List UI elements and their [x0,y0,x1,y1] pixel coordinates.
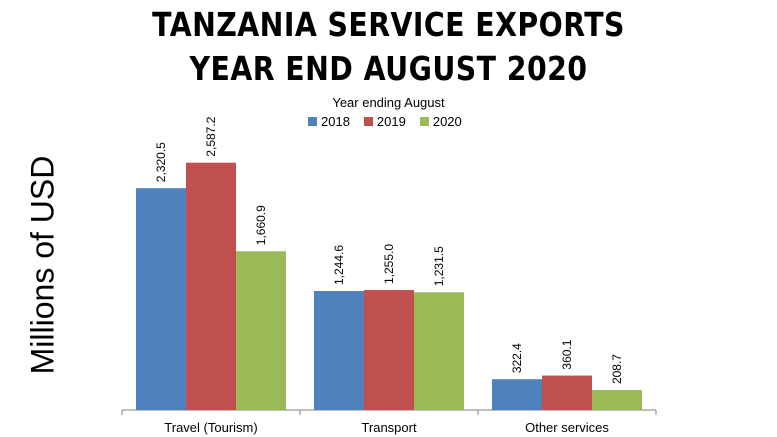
bar-transport-2019 [364,290,414,410]
data-label-other-services-2019: 360.1 [560,339,574,369]
data-label-transport-2019: 1,255.0 [382,244,396,284]
bar-transport-2018 [314,291,364,410]
bar-travel-tourism-2020 [236,251,286,410]
data-label-transport-2018: 1,244.6 [332,245,346,285]
data-label-other-services-2018: 322.4 [510,343,524,373]
bar-travel-tourism-2018 [136,188,186,410]
legend-swatch-2019 [363,117,373,126]
category-label-travel-tourism: Travel (Tourism) [164,420,257,435]
legend-swatch-2018 [308,117,317,126]
legend-item-2018: 2018 [308,114,350,129]
chart-title-line1: TANZANIA SERVICE EXPORTS [152,5,625,44]
bar-travel-tourism-2019 [186,162,236,410]
bar-transport-2020 [414,292,464,410]
bar-other-services-2020 [592,390,642,410]
bar-other-services-2019 [542,375,592,410]
data-label-other-services-2020: 208.7 [610,354,624,384]
legend-title: Year ending August [332,95,445,110]
legend-label-2019: 2019 [376,114,406,129]
category-label-other-services: Other services [525,420,609,435]
data-label-travel-tourism-2019: 2,587.2 [204,116,218,156]
legend-item-2019: 2019 [363,114,406,129]
legend: 2018 2019 2020 [308,114,462,129]
data-label-transport-2020: 1,231.5 [432,246,446,286]
category-label-transport: Transport [361,420,417,435]
bar-other-services-2018 [492,379,542,410]
legend-label-2018: 2018 [321,114,350,129]
data-label-travel-tourism-2018: 2,320.5 [154,142,168,182]
legend-swatch-2020 [419,117,429,126]
legend-label-2020: 2020 [432,114,462,129]
legend-item-2020: 2020 [419,114,462,129]
data-label-travel-tourism-2020: 1,660.9 [254,205,268,245]
chart-title-line2: YEAR END AUGUST 2020 [189,49,588,88]
